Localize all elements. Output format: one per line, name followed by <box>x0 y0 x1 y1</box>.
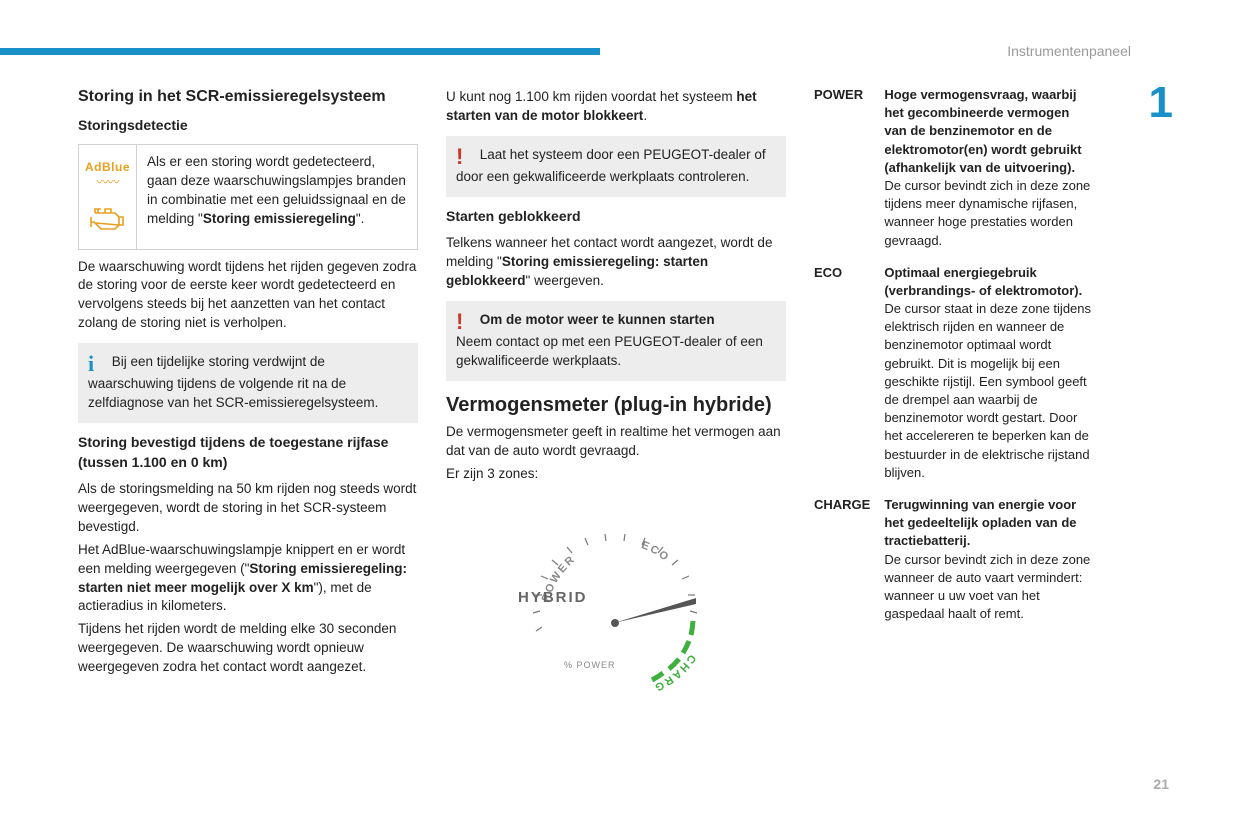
heading-scr-fault: Storing in het SCR-emissieregelsysteem <box>78 86 418 108</box>
para-3-zones: Er zijn 3 zones: <box>446 465 786 484</box>
zone-desc-eco: Optimaal energiegebruik (verbrandings- o… <box>884 264 1094 496</box>
para-warning-driving: De waarschuwing wordt tijdens het rijden… <box>78 258 418 334</box>
zone-desc-power: Hoge vermogensvraag, waarbij het gecombi… <box>884 86 1094 264</box>
zone-label-eco: ECO <box>814 264 884 496</box>
heading-power-meter: Vermogensmeter (plug-in hybride) <box>446 393 786 417</box>
warn-icon: ! <box>456 311 476 333</box>
info-icon: i <box>88 353 108 375</box>
warn-text: Laat het systeem door een PEUGEOT-dealer… <box>456 147 766 184</box>
column-1: Storing in het SCR-emissieregelsysteem S… <box>78 80 418 699</box>
p1-post: . <box>643 108 647 123</box>
warn2-bold: Om de motor weer te kunnen starten <box>480 312 715 327</box>
subheading-start-blocked: Starten geblokkeerd <box>446 207 786 227</box>
zone-bold-2: Terugwinning van energie voor het gedeel… <box>884 497 1076 548</box>
zones-table: POWER Hoge vermogensvraag, waarbij het g… <box>814 86 1094 637</box>
para-power-meter-desc: De vermogensmeter geeft in realtime het … <box>446 423 786 461</box>
section-header: Instrumentenpaneel <box>1007 42 1131 62</box>
hybrid-gauge: POWER ECO CHARGE % POWER HYBRID <box>446 493 786 699</box>
warn-icon: ! <box>456 146 476 168</box>
chapter-number: 1 <box>1149 72 1173 134</box>
zone-text-0: De cursor bevindt zich in deze zone tijd… <box>884 178 1090 248</box>
para-50km: Als de storingsmelding na 50 km rijden n… <box>78 480 418 537</box>
zone-text-2: De cursor bevindt zich in deze zone wann… <box>884 552 1090 622</box>
warning-text-cell: Als er een storing wordt gedetecteerd, g… <box>137 145 417 249</box>
top-accent-bar <box>0 48 600 55</box>
gauge-label-eco: ECO <box>640 540 672 565</box>
warn2-text: Neem contact op met een PEUGEOT-dealer o… <box>456 334 763 368</box>
column-3: POWER Hoge vermogensvraag, waarbij het g… <box>814 86 1094 699</box>
warn-callout-restart: ! Om de motor weer te kunnen starten Nee… <box>446 301 786 381</box>
adblue-wave-icon: 〰〰 <box>85 174 130 191</box>
zone-bold-0: Hoge vermogensvraag, waarbij het gecombi… <box>884 87 1081 175</box>
engine-icon <box>87 203 129 235</box>
gauge-label-hybrid: HYBRID <box>518 587 588 608</box>
iconbox-text-bold: Storing emissieregeling <box>203 211 356 226</box>
para-1100km: U kunt nog 1.100 km rijden voordat het s… <box>446 88 786 126</box>
zone-row-charge: CHARGE Terugwinning van energie voor het… <box>814 496 1094 637</box>
subheading-confirmed-fault: Storing bevestigd tijdens de toegestane … <box>78 433 418 472</box>
column-2: U kunt nog 1.100 km rijden voordat het s… <box>446 80 786 699</box>
p2-post: " weergeven. <box>526 273 604 288</box>
para-30sec: Tijdens het rijden wordt de melding elke… <box>78 620 418 677</box>
iconbox-text-post: ". <box>356 211 365 226</box>
zone-row-eco: ECO Optimaal energiegebruik (verbranding… <box>814 264 1094 496</box>
zone-label-power: POWER <box>814 86 884 264</box>
warn-callout-check: ! Laat het systeem door een PEUGEOT-deal… <box>446 136 786 197</box>
warning-icons-cell: AdBlue 〰〰 <box>79 145 137 249</box>
zone-text-1: De cursor staat in deze zone tijdens ele… <box>884 301 1091 480</box>
zone-label-charge: CHARGE <box>814 496 884 637</box>
content-columns: Storing in het SCR-emissieregelsysteem S… <box>78 80 1094 699</box>
info-callout-temp-fault: i Bij een tijdelijke storing verdwijnt d… <box>78 343 418 423</box>
p1-pre: U kunt nog 1.100 km rijden voordat het s… <box>446 89 736 104</box>
zone-row-power: POWER Hoge vermogensvraag, waarbij het g… <box>814 86 1094 264</box>
zone-bold-1: Optimaal energiegebruik (verbrandings- o… <box>884 265 1082 298</box>
warning-lamp-box: AdBlue 〰〰 Als er een storing wordt gedet… <box>78 144 418 250</box>
gauge-label-pct: % POWER <box>564 660 616 670</box>
page-number: 21 <box>1153 775 1169 795</box>
para-adblue-flash: Het AdBlue-waarschuwingslampje knippert … <box>78 541 418 617</box>
zone-desc-charge: Terugwinning van energie voor het gedeel… <box>884 496 1094 637</box>
subheading-detection: Storingsdetectie <box>78 116 418 136</box>
info-text: Bij een tijdelijke storing verdwijnt de … <box>88 354 378 410</box>
svg-text:ECO: ECO <box>640 540 672 565</box>
para-start-blocked: Telkens wanneer het contact wordt aangez… <box>446 234 786 291</box>
